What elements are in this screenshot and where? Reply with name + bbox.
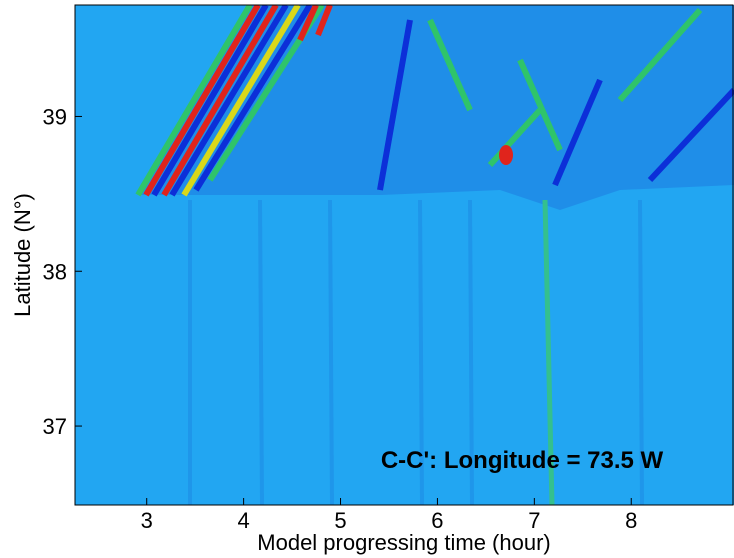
x-tick-label: 3 xyxy=(141,508,153,533)
field-streak xyxy=(542,199,555,505)
field-stripes xyxy=(135,5,734,197)
plot-frame xyxy=(74,4,734,506)
x-axis-label: Model progressing time (hour) xyxy=(257,530,550,555)
x-tick-label: 8 xyxy=(625,508,637,533)
field-peak xyxy=(499,145,513,165)
y-tick-label: 38 xyxy=(43,259,67,284)
x-tick-label: 5 xyxy=(334,508,346,533)
y-tick-label: 39 xyxy=(43,104,67,129)
x-tick-label: 7 xyxy=(528,508,540,533)
y-axis-label: Latitude (N°) xyxy=(10,193,35,317)
field xyxy=(75,5,734,505)
annotation: C-C': Longitude = 73.5 W xyxy=(381,447,664,474)
x-tick-label: 6 xyxy=(431,508,443,533)
x-tick-label: 4 xyxy=(237,508,249,533)
field-streaks xyxy=(188,199,644,505)
y-tick-label: 37 xyxy=(43,414,67,439)
